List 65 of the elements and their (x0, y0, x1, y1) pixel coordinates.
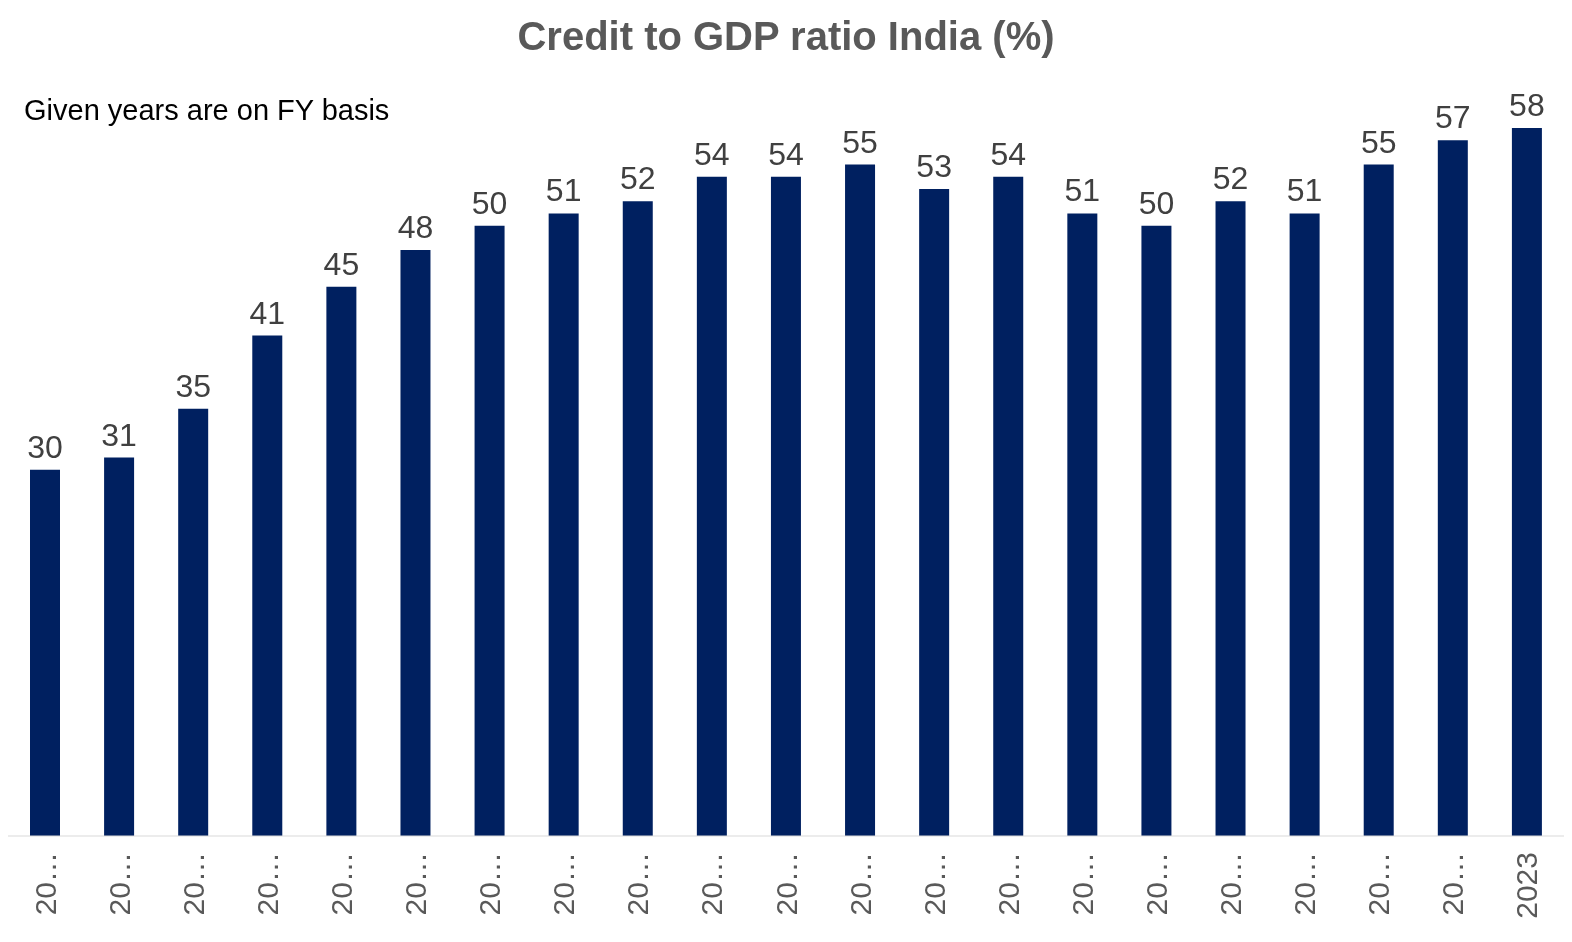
bar (622, 201, 653, 836)
bar (1067, 213, 1098, 836)
bar (1437, 140, 1468, 836)
data-label: 45 (323, 245, 360, 282)
bar (696, 176, 727, 836)
bar (1511, 128, 1542, 836)
data-label: 52 (619, 160, 656, 197)
x-tick-label: 20… (621, 852, 655, 916)
x-tick-label: 20… (547, 852, 581, 916)
data-label: 51 (545, 172, 582, 209)
x-tick-label: 20… (917, 852, 951, 916)
x-tick-label: 20… (1436, 852, 1470, 916)
data-label: 31 (101, 416, 137, 453)
bar (845, 164, 876, 836)
x-tick-label: 20… (250, 852, 284, 916)
data-label: 57 (1435, 99, 1471, 136)
x-tick-label: 20… (1288, 852, 1322, 916)
bar (1363, 164, 1394, 836)
x-tick-label: 20… (324, 852, 358, 916)
data-label: 54 (694, 135, 730, 172)
data-label: 54 (990, 135, 1027, 172)
bar (919, 189, 950, 836)
x-tick-label: 20… (991, 852, 1025, 916)
bar (178, 408, 209, 836)
x-tick-label: 20… (473, 852, 507, 916)
x-tick-label: 20… (102, 852, 136, 916)
bar (548, 213, 579, 836)
x-tick-label: 20… (1139, 852, 1173, 916)
x-tick-label: 20… (769, 852, 803, 916)
x-tick-label: 20… (28, 852, 62, 916)
bar (400, 250, 431, 836)
data-label: 30 (27, 428, 63, 465)
data-label: 50 (1138, 184, 1175, 221)
data-label: 54 (768, 135, 804, 172)
data-label: 52 (1212, 160, 1249, 197)
bar (474, 225, 505, 836)
bar (1289, 213, 1320, 836)
data-label: 55 (842, 123, 878, 160)
data-label: 48 (397, 209, 434, 246)
bar (1215, 201, 1246, 836)
x-tick-label: 20… (1362, 852, 1396, 916)
x-tick-label: 20… (695, 852, 729, 916)
x-tick-label: 20… (1065, 852, 1099, 916)
data-label: 35 (175, 367, 211, 404)
data-label: 41 (249, 294, 286, 331)
bar (252, 335, 283, 836)
data-label: 51 (1064, 172, 1101, 209)
bar (993, 176, 1024, 836)
x-tick-label: 2023 (1510, 852, 1544, 919)
data-label: 51 (1286, 172, 1323, 209)
bar (1141, 225, 1172, 836)
x-tick-label: 20… (843, 852, 877, 916)
x-tick-label: 20… (176, 852, 210, 916)
x-tick-label: 20… (1214, 852, 1248, 916)
bar (104, 457, 135, 836)
chart-title: Credit to GDP ratio India (%) (516, 14, 1056, 59)
text: Given years are on FY basis (24, 94, 390, 127)
bar (30, 469, 60, 836)
data-label: 53 (916, 148, 952, 185)
x-tick-label: 20… (399, 852, 433, 916)
data-label: 50 (471, 184, 508, 221)
data-label: 55 (1360, 123, 1397, 160)
data-label: 58 (1509, 87, 1545, 123)
bar (326, 286, 357, 836)
bar (770, 176, 801, 836)
